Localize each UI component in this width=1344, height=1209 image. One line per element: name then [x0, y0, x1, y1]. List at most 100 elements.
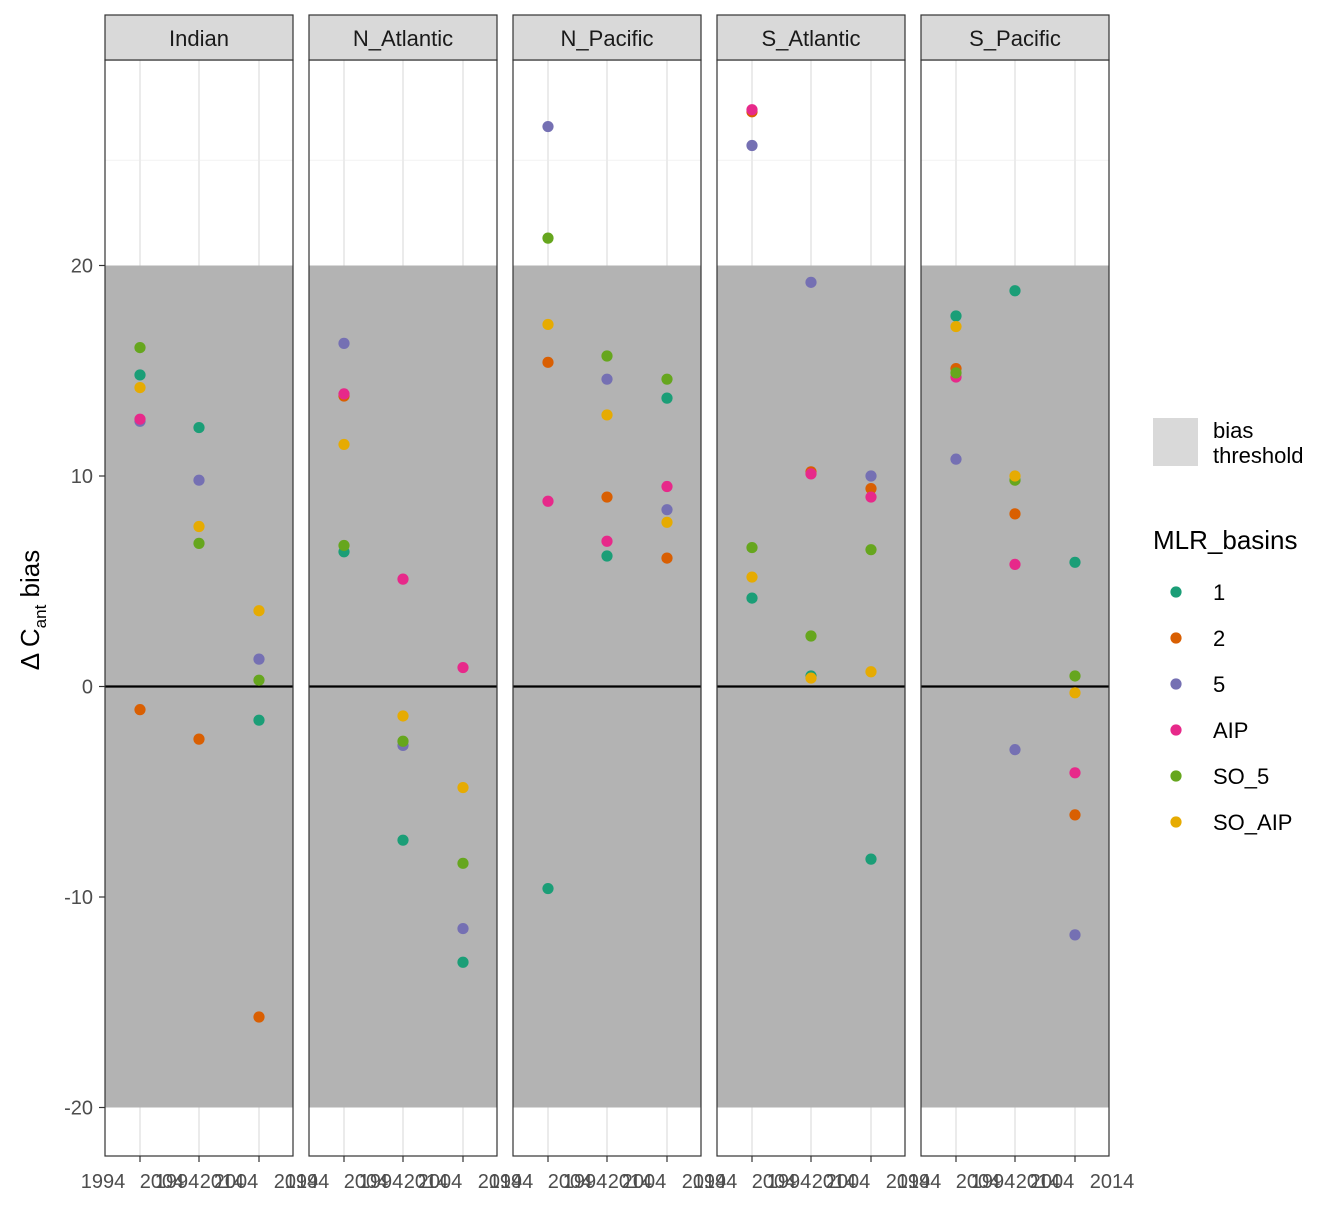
data-point [193, 421, 205, 434]
data-point [865, 544, 877, 556]
legend-threshold-key [1153, 418, 1198, 466]
x-tick-label: 2004 [214, 1171, 259, 1193]
data-point [950, 320, 962, 333]
x-tick-label: 2014 [478, 1171, 523, 1193]
data-point [601, 350, 613, 362]
data-point [601, 373, 613, 385]
data-point [542, 318, 554, 331]
x-tick-label: 2004 [752, 1171, 797, 1193]
data-point [601, 491, 613, 503]
x-tick-label: 1994 [971, 1171, 1016, 1193]
x-tick-label: 2004 [956, 1171, 1001, 1193]
data-point [1009, 558, 1021, 571]
data-point [746, 541, 758, 554]
x-tick-label: 2014 [608, 1171, 653, 1193]
data-point [1009, 744, 1021, 756]
data-point [661, 516, 673, 528]
legend-key-dot [1170, 816, 1182, 828]
data-point [661, 373, 673, 385]
x-tick-label: 1994 [285, 1171, 330, 1193]
y-axis-title-subscript: ant [31, 604, 50, 628]
y-tick-label: -10 [64, 887, 93, 909]
y-axis-title-main: Δ C [15, 628, 45, 670]
x-tick-label: 2014 [682, 1171, 727, 1193]
data-point [746, 592, 758, 604]
data-point [542, 495, 554, 507]
legend-entry-label: AIP [1213, 718, 1248, 743]
data-point [253, 605, 265, 617]
legend: bias threshold MLR_basins 1 2 5 AIP SO_5 SO_A… [1153, 418, 1304, 835]
data-point [661, 392, 673, 404]
data-point [661, 480, 673, 493]
strip-background [920, 14, 1110, 61]
legend-entry-label: SO_5 [1213, 764, 1269, 789]
strip-label: S_Atlantic [761, 26, 860, 51]
data-point [457, 922, 469, 935]
data-point [397, 735, 409, 747]
data-point [134, 704, 146, 716]
data-point [601, 535, 613, 547]
x-tick-label: 2004 [140, 1171, 185, 1193]
data-point [134, 381, 146, 394]
strip-background [512, 14, 702, 61]
y-axis-title: Δ Cant bias [15, 550, 50, 671]
data-point [134, 369, 146, 381]
legend-key-dot [1170, 632, 1182, 644]
x-tick-label: 2004 [548, 1171, 593, 1193]
data-point [338, 539, 350, 552]
x-tick-label: 2004 [344, 1171, 389, 1193]
data-point [1009, 508, 1021, 520]
strip-label: N_Atlantic [353, 26, 453, 51]
data-point [193, 520, 205, 533]
legend-threshold-label-line1: bias [1213, 418, 1253, 443]
data-point [601, 409, 613, 421]
strip-label: N_Pacific [561, 26, 654, 51]
data-point [950, 453, 962, 465]
strip-label: Indian [169, 26, 229, 51]
data-point [865, 853, 877, 865]
y-tick-label: 20 [71, 256, 93, 278]
data-point [542, 120, 554, 133]
legend-entry-label: 2 [1213, 626, 1225, 651]
strip-background [716, 14, 906, 61]
x-tick-label: 2004 [1030, 1171, 1075, 1193]
data-point [1069, 929, 1081, 941]
data-point [805, 630, 817, 642]
y-axis: -20 -10 0 10 20 [64, 256, 105, 1120]
legend-entry-label: SO_AIP [1213, 810, 1292, 835]
legend-threshold-label-line2: threshold [1213, 443, 1304, 468]
data-point [746, 571, 758, 583]
strip-background [308, 14, 498, 61]
legend-key-dot [1170, 770, 1182, 782]
data-point [253, 653, 265, 665]
x-tick-label: 1994 [489, 1171, 534, 1193]
data-point [542, 232, 554, 244]
x-tick-label: 2004 [418, 1171, 463, 1193]
data-point [457, 661, 469, 674]
data-point [193, 474, 205, 486]
x-tick-label: 1994 [359, 1171, 404, 1193]
x-tick-label: 2014 [1090, 1171, 1135, 1193]
x-tick-label: 1994 [767, 1171, 812, 1193]
data-point [1069, 767, 1081, 779]
data-point [457, 781, 469, 794]
x-tick-label: 2014 [886, 1171, 931, 1193]
x-tick-label: 2014 [404, 1171, 449, 1193]
legend-entries: 1 2 5 AIP SO_5 SO_AIP [1170, 580, 1292, 835]
strip-background [104, 14, 294, 61]
y-tick-label: -20 [64, 1098, 93, 1120]
data-point [865, 491, 877, 503]
data-point [1069, 809, 1081, 821]
data-point [661, 504, 673, 516]
data-point [253, 674, 265, 686]
x-tick-label: 1994 [897, 1171, 942, 1193]
x-tick-label: 2004 [622, 1171, 667, 1193]
data-point [950, 367, 962, 379]
x-tick-label: 1994 [155, 1171, 200, 1193]
data-point [253, 1011, 265, 1023]
legend-entry-label: 1 [1213, 580, 1225, 605]
strip-label: S_Pacific [969, 26, 1061, 51]
